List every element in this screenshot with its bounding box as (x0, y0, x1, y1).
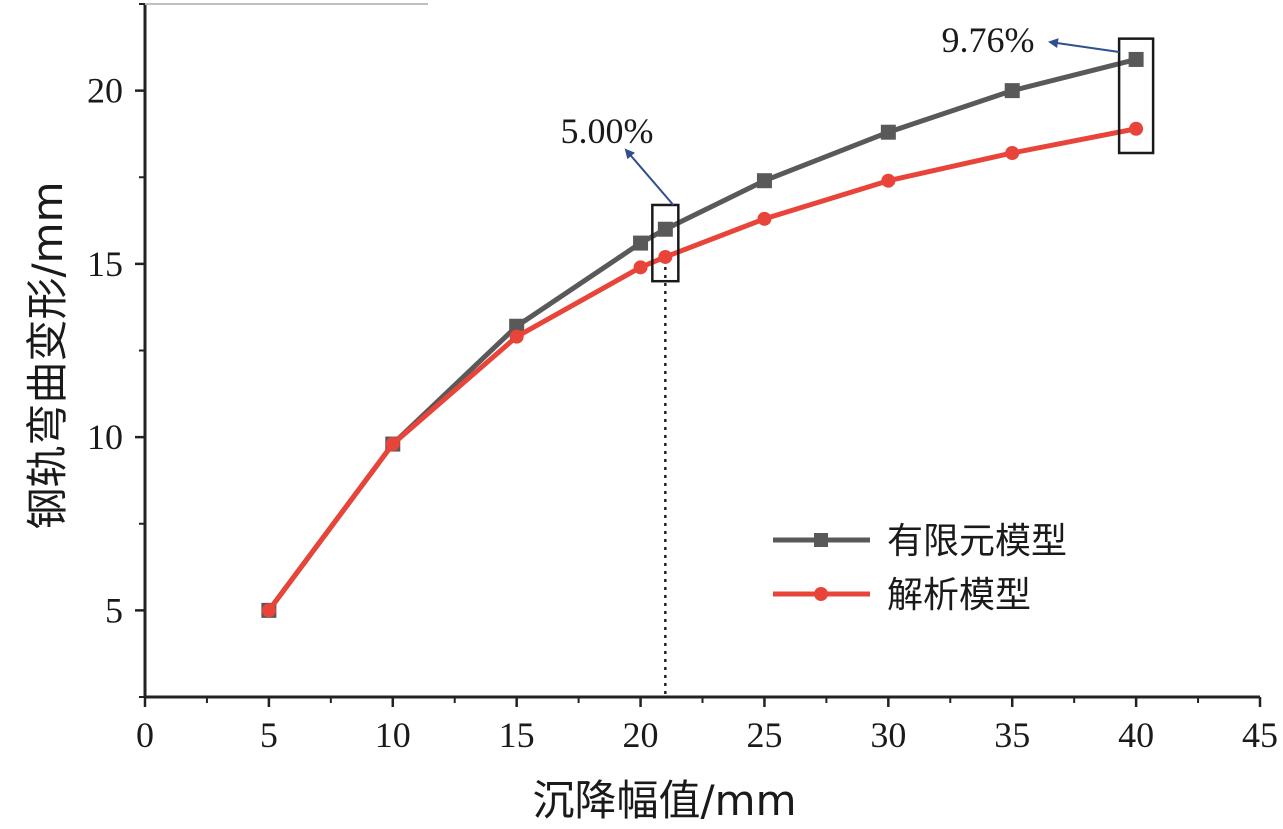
data-point (509, 318, 525, 334)
legend-label: 有限元模型 (887, 521, 1067, 562)
data-point (657, 221, 673, 237)
data-point (633, 235, 649, 251)
data-point (509, 329, 524, 344)
data-point (881, 173, 896, 188)
legend-item-1: 有限元模型 (773, 521, 1067, 562)
x-tick-label: 25 (746, 715, 782, 755)
legend-marker (814, 587, 828, 601)
x-tick-label: 45 (1242, 715, 1278, 755)
annotation-label: 9.76% (942, 20, 1035, 60)
x-tick-label: 5 (260, 715, 278, 755)
axes: 0 5 10 15 20 25 30 35 40 45 5 10 15 20 沉降幅值/mm 钢轨弯曲变形/m… (23, 3, 1278, 825)
data-point (1129, 121, 1144, 136)
data-point (1005, 145, 1020, 160)
data-point (658, 249, 673, 264)
series-2 (261, 121, 1144, 618)
data-point (261, 603, 276, 618)
legend-item-2: 解析模型 (773, 575, 1031, 616)
y-tick-label: 20 (87, 71, 123, 111)
data-point (385, 437, 400, 452)
annotation-box (1117, 37, 1155, 155)
y-tick-label: 15 (87, 244, 123, 284)
data-point (1004, 83, 1020, 99)
annotations: 5.00% 9.76% (561, 20, 1155, 283)
y-tick-label: 10 (87, 417, 123, 457)
legend-label: 解析模型 (887, 575, 1031, 616)
x-tick-label: 0 (136, 715, 154, 755)
annotation-arrow (1048, 38, 1120, 53)
x-tick-label: 20 (623, 715, 659, 755)
x-tick-label: 35 (994, 715, 1030, 755)
annotation-arrow (624, 148, 675, 206)
y-axis-title: 钢轨弯曲变形/mm (23, 182, 72, 530)
x-tick-label: 15 (499, 715, 535, 755)
x-tick-label: 40 (1118, 715, 1154, 755)
annotation-label: 5.00% (561, 111, 654, 151)
x-tick-label: 10 (375, 715, 411, 755)
x-axis-title: 沉降幅值/mm (533, 776, 797, 825)
series-layer (261, 51, 1144, 618)
data-point (880, 124, 896, 140)
data-point (633, 260, 648, 275)
legend-marker (814, 533, 828, 547)
data-point (757, 211, 772, 226)
y-tick-label: 5 (105, 590, 123, 630)
data-point (756, 173, 772, 189)
x-tick-label: 30 (870, 715, 906, 755)
data-point (1128, 51, 1144, 67)
annotation-box (651, 203, 680, 283)
